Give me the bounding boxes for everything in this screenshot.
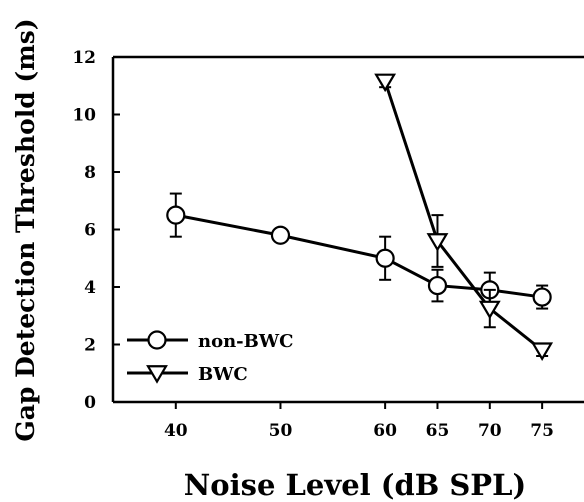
x-tick-label: 60 [373,421,397,441]
y-tick-label: 8 [84,163,96,183]
data-point [375,248,395,268]
y-tick-label: 2 [84,336,96,356]
x-tick-label: 70 [478,421,502,441]
y-tick-label: 12 [72,48,96,68]
plot-area [166,73,554,361]
data-point [374,73,397,93]
x-tick-label: 65 [426,421,450,441]
data-point [478,300,501,320]
series-bwc [374,73,554,361]
legend-item: non-BWC [127,330,293,352]
legend: non-BWC BWC [127,330,293,385]
data-point [532,287,552,307]
y-tick-label: 4 [84,278,96,298]
series-line [383,80,544,352]
legend-label: BWC [198,364,248,385]
x-tick-label: 75 [530,421,554,441]
y-ticks: 0 2 4 6 8 10 12 [72,48,120,413]
y-axis-label: Gap Detection Threshold (ms) [11,18,40,441]
legend-marker [147,330,167,350]
axes [111,55,584,404]
data-point [427,275,448,296]
x-axis-label: Noise Level (dB SPL) [184,468,526,502]
data-point [270,225,291,245]
y-tick-label: 0 [84,393,96,413]
x-ticks: 40 50 60 65 70 75 [164,402,554,441]
y-tick-label: 10 [72,106,96,126]
legend-item: BWC [127,364,248,385]
data-point [426,233,449,252]
legend-marker [146,365,168,384]
x-tick-label: 40 [164,421,188,441]
legend-label: non-BWC [198,331,293,352]
x-tick-label: 50 [269,421,293,441]
y-tick-label: 6 [84,221,96,241]
data-point [531,342,554,361]
series-non-bwc [166,192,552,310]
data-point [166,205,186,225]
